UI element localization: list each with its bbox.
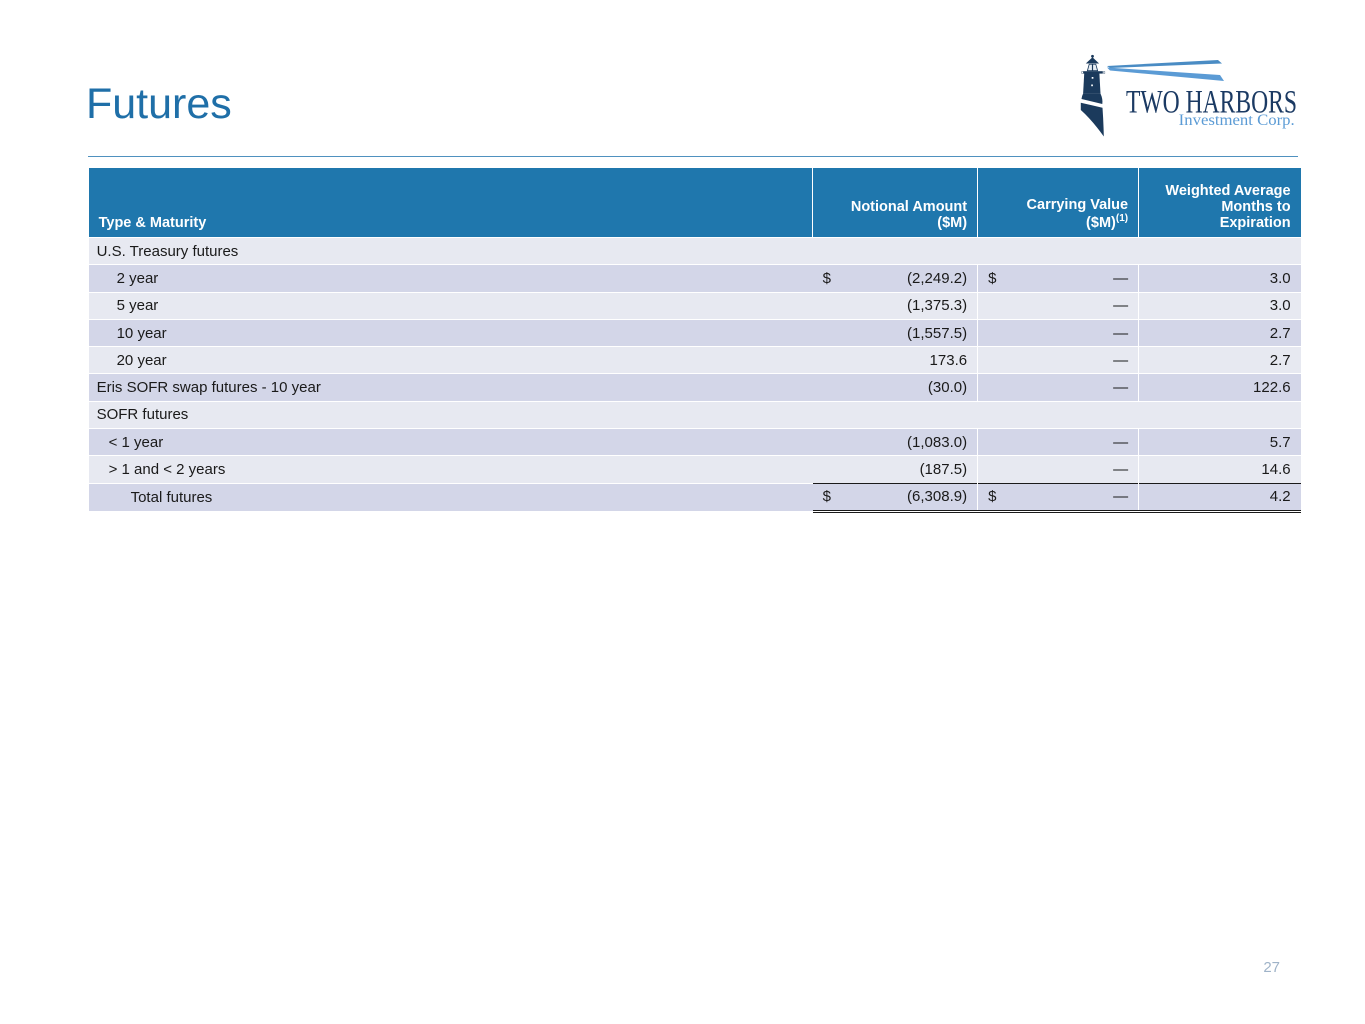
svg-text:Investment Corp.: Investment Corp. — [1179, 112, 1295, 129]
